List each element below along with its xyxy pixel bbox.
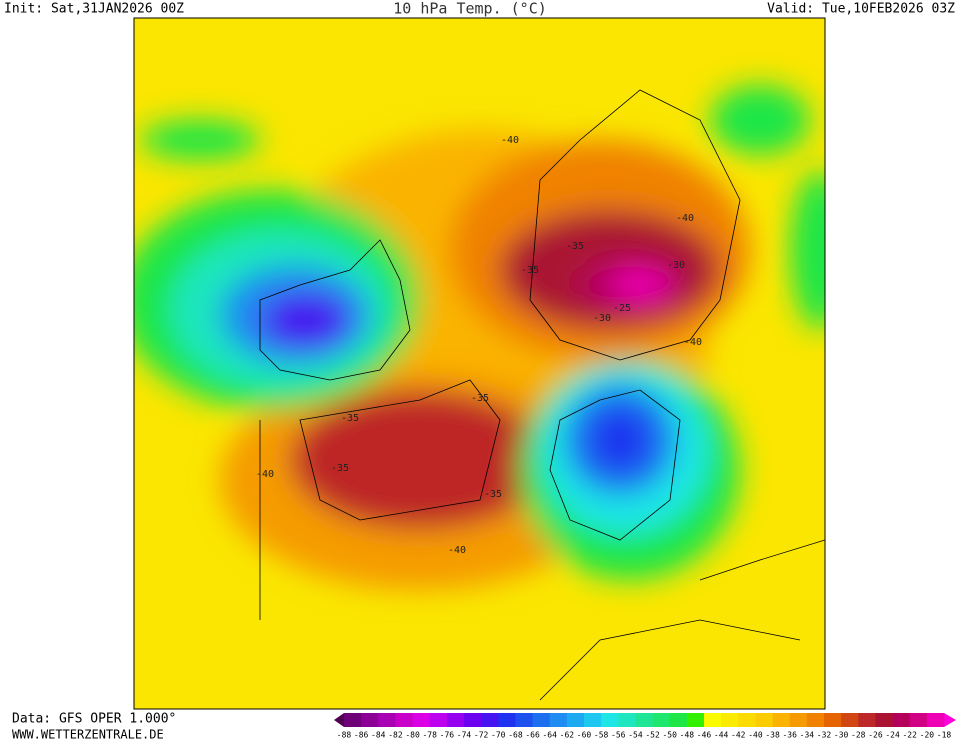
website: WWW.WETTERZENTRALE.DE xyxy=(12,728,164,741)
colorbar-swatch xyxy=(686,713,705,727)
contour-labels: -40-35-35-40-30-25-30-40-35-35-35-40-35-… xyxy=(256,135,702,556)
colorbar-label: -44 xyxy=(714,731,729,740)
valid-time: Valid: Tue,10FEB2026 03Z xyxy=(767,2,955,17)
colorbar-swatch xyxy=(464,713,482,727)
colorbar-label: -28 xyxy=(851,731,866,740)
colorbar-swatch xyxy=(344,713,362,727)
colorbar-label: -40 xyxy=(748,731,763,740)
colorbar-swatch xyxy=(635,713,654,727)
colorbar-swatch xyxy=(721,713,739,727)
contour-label: -40 xyxy=(676,213,694,224)
colorbar-label: -64 xyxy=(542,731,557,740)
colorbar-swatch xyxy=(601,713,619,727)
colorbar-swatch xyxy=(824,713,842,727)
colorbar-label: -60 xyxy=(577,731,592,740)
colorbar-label: -56 xyxy=(611,731,626,740)
contour-label: -40 xyxy=(448,545,466,556)
contour-label: -35 xyxy=(566,241,584,252)
colorbar-label: -38 xyxy=(765,731,780,740)
colorbar-swatch xyxy=(669,713,688,727)
contour-label: -40 xyxy=(684,337,702,348)
colorbar-label: -22 xyxy=(902,731,917,740)
temperature-field xyxy=(134,18,825,709)
map-frame xyxy=(133,17,826,710)
colorbar-label: -26 xyxy=(868,731,883,740)
colorbar-label: -36 xyxy=(782,731,797,740)
contour-label: -35 xyxy=(484,489,502,500)
colorbar-swatch xyxy=(566,713,585,727)
colorbar-arrow xyxy=(334,713,344,727)
contour-label: -25 xyxy=(613,303,631,314)
colorbar-swatch xyxy=(892,713,911,727)
colorbar-label: -62 xyxy=(560,731,575,740)
colorbar-label: -84 xyxy=(371,731,386,740)
colorbar-swatch xyxy=(361,713,379,727)
colorbar-label: -66 xyxy=(525,731,540,740)
colorbar-label: -18 xyxy=(937,731,952,740)
map-title: 10 hPa Temp. (°C) xyxy=(393,0,547,18)
colorbar-label: -80 xyxy=(405,731,420,740)
colorbar-swatch xyxy=(532,713,551,727)
colorbar-label: -42 xyxy=(731,731,746,740)
colorbar-swatch xyxy=(841,713,859,727)
colorbar-label: -54 xyxy=(628,731,643,740)
colorbar-swatch xyxy=(789,713,808,727)
colorbar-swatch xyxy=(738,713,756,727)
colorbar-swatch xyxy=(704,713,722,727)
colorbar-swatch xyxy=(858,713,876,727)
colorbar-swatch xyxy=(395,713,414,727)
colorbar-swatch xyxy=(549,713,568,727)
coastlines xyxy=(259,89,825,701)
colorbar-label: -82 xyxy=(388,731,403,740)
colorbar-label: -30 xyxy=(834,731,849,740)
colorbar-label: -46 xyxy=(697,731,712,740)
colorbar-swatch xyxy=(618,713,636,727)
colorbar-label: -34 xyxy=(800,731,815,740)
colorbar-label: -88 xyxy=(337,731,352,740)
colorbar-swatch xyxy=(909,713,928,727)
colorbar: -88 -86 -84 -82 -80 -78 -76 -74 -72 -70 -68 -66 -64-… xyxy=(334,713,956,740)
contour-label: -40 xyxy=(501,135,519,146)
colorbar-label: -48 xyxy=(680,731,695,740)
colorbar-swatch xyxy=(446,713,465,727)
colorbar-swatch xyxy=(875,713,894,727)
colorbar-swatch xyxy=(584,713,602,727)
colorbar-swatch xyxy=(515,713,534,727)
init-time: Init: Sat,31JAN2026 00Z xyxy=(4,2,184,17)
colorbar-label: -86 xyxy=(354,731,369,740)
contour-label: -35 xyxy=(341,413,359,424)
colorbar-swatch xyxy=(806,713,825,727)
colorbar-swatch xyxy=(412,713,431,727)
colorbar-label: -32 xyxy=(817,731,832,740)
contour-label: -35 xyxy=(331,463,349,474)
colorbar-swatch xyxy=(772,713,791,727)
colorbar-swatch xyxy=(378,713,396,727)
colorbar-label: -58 xyxy=(594,731,609,740)
contour-label: -35 xyxy=(521,265,539,276)
colorbar-arrow xyxy=(944,713,956,727)
colorbar-label: -24 xyxy=(885,731,900,740)
colorbar-swatch xyxy=(498,713,516,727)
colorbar-swatch xyxy=(481,713,499,727)
colorbar-label: -76 xyxy=(440,731,455,740)
colorbar-label: -74 xyxy=(457,731,472,740)
contour-label: -40 xyxy=(256,469,274,480)
colorbar-label: -52 xyxy=(645,731,660,740)
colorbar-swatch xyxy=(652,713,671,727)
colorbar-label: -78 xyxy=(422,731,437,740)
contour-label: -35 xyxy=(471,393,489,404)
colorbar-swatch xyxy=(926,713,945,727)
contour-label: -30 xyxy=(667,260,685,271)
colorbar-swatch xyxy=(755,713,774,727)
colorbar-label: -68 xyxy=(508,731,523,740)
contour-label: -30 xyxy=(593,313,611,324)
colorbar-label: -70 xyxy=(491,731,506,740)
data-source: Data: GFS OPER 1.000° xyxy=(12,712,176,727)
colorbar-swatch xyxy=(429,713,448,727)
colorbar-label: -50 xyxy=(662,731,677,740)
colorbar-label: -72 xyxy=(474,731,489,740)
colorbar-label: -20 xyxy=(920,731,935,740)
